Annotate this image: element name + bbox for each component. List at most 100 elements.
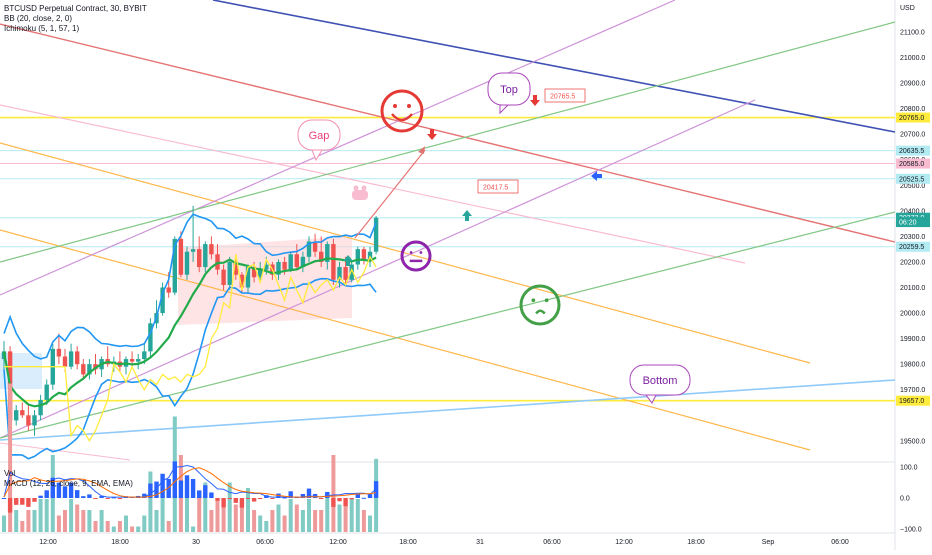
macd-histogram-bar — [172, 461, 177, 498]
macd-histogram-bar — [20, 498, 25, 505]
symbol-title[interactable]: BTCUSD Perpetual Contract, 30, BYBIT — [4, 4, 147, 13]
candle-body — [258, 269, 263, 278]
candle-body — [221, 269, 226, 285]
price-tick-label: 20900.0 — [900, 81, 925, 88]
macd-histogram-bar — [282, 497, 287, 499]
volume-bar — [117, 521, 122, 532]
macd-histogram-bar — [300, 493, 306, 498]
candle-body — [233, 261, 238, 275]
macd-tick-label: −100.0 — [900, 526, 922, 533]
face-mouth — [391, 113, 413, 122]
price-note-box — [477, 179, 519, 194]
price-label-bg — [896, 395, 930, 406]
arrow-down-icon — [427, 129, 437, 140]
price-tick-label: 20800.0 — [900, 106, 925, 113]
trend-line-orange-lower — [0, 229, 811, 451]
candle-body — [319, 251, 324, 262]
macd-histogram-bar — [93, 498, 98, 499]
callout-text: Gap — [309, 130, 330, 142]
macd-histogram-bar — [355, 493, 360, 498]
candle-body — [209, 244, 214, 255]
candle-body — [227, 261, 232, 285]
macd-histogram-bar — [44, 490, 49, 498]
callout-tail — [499, 104, 510, 115]
macd-histogram-bar — [32, 498, 37, 502]
volume-bar — [56, 515, 61, 532]
time-tick-label: 18:00 — [111, 539, 129, 546]
candle-body — [20, 410, 25, 416]
volume-bar — [355, 499, 360, 532]
volume-bar — [233, 504, 238, 532]
projection-arrowhead — [418, 146, 425, 154]
price-tick-label: 20300.0 — [900, 234, 925, 241]
ichimoku-indicator-label[interactable]: Ichimoku (5, 1, 57, 1) — [4, 24, 80, 33]
candle-body — [294, 254, 299, 268]
macd-histogram-bar — [62, 486, 68, 498]
volume-bar — [14, 510, 19, 532]
candle-body — [325, 244, 330, 262]
bb-indicator-label[interactable]: BB (20, close, 2, 0) — [4, 14, 73, 23]
macd-indicator-label[interactable]: MACD (12, 26, close, 9, EMA, EMA) — [4, 479, 133, 488]
volume-bar — [239, 504, 244, 532]
macd-histogram-bar — [203, 485, 208, 498]
price-label-bg — [896, 173, 930, 184]
price-note-text: 20417.5 — [483, 185, 508, 192]
face-eye — [544, 298, 549, 303]
volume-bar — [325, 493, 330, 532]
price-label-text: 20259.5 — [899, 244, 924, 251]
pig-icon — [352, 185, 368, 200]
macd-histogram-bar — [105, 498, 110, 499]
projection-arrow-line — [354, 149, 426, 239]
candle-body — [282, 261, 287, 270]
candle-body — [190, 249, 196, 252]
price-tick-label: 20700.0 — [900, 132, 925, 139]
price-axis-currency: USD — [900, 5, 915, 12]
volume-bar — [343, 504, 348, 532]
macd-histogram-bar — [367, 494, 373, 498]
volume-bar — [166, 521, 171, 532]
callout-bubble — [629, 364, 691, 396]
macd-histogram-bar — [68, 482, 74, 498]
candle-body — [14, 410, 19, 421]
candle-body — [56, 348, 62, 357]
volume-bar — [313, 510, 318, 532]
macd-histogram-bar — [343, 498, 348, 507]
volume-bar — [368, 515, 372, 532]
price-tick-label: 20200.0 — [900, 259, 925, 266]
macd-histogram-bar — [99, 495, 104, 498]
candle-body — [239, 274, 245, 288]
face-eye — [393, 104, 397, 108]
price-tick-label: 19900.0 — [900, 336, 925, 343]
trend-line-blue — [0, 379, 896, 441]
macd-histogram-bar — [38, 495, 43, 498]
volume-bar — [136, 526, 141, 532]
volume-bar — [124, 515, 128, 532]
macd-histogram-bar — [184, 475, 190, 498]
price-label-text: 20635.5 — [899, 148, 924, 155]
macd-histogram-bar — [361, 497, 367, 499]
macd-histogram-bar — [154, 481, 159, 498]
arrow-left-icon — [591, 171, 602, 181]
volume-bar — [361, 510, 366, 532]
price-label-bg — [896, 217, 930, 228]
macd-histogram-bar — [190, 478, 196, 498]
candle-body — [68, 351, 74, 367]
candle-body — [373, 217, 379, 252]
face-eye — [419, 251, 423, 254]
price-label-bg — [896, 241, 930, 252]
bb-basis-line — [2, 256, 377, 408]
volume-indicator-label[interactable]: Vol — [4, 469, 16, 478]
price-tick-label: 20400.0 — [900, 208, 925, 215]
volume-bar — [203, 482, 208, 532]
candle-body — [62, 356, 68, 367]
candle-body — [312, 241, 318, 252]
trend-line-pink-bottom — [0, 442, 131, 461]
volume-bar — [197, 493, 202, 532]
volume-bar — [75, 504, 80, 532]
trend-line-purple-upper — [0, 0, 676, 296]
macd-signal-line — [3, 467, 377, 498]
macd-histogram-bar — [148, 483, 153, 498]
